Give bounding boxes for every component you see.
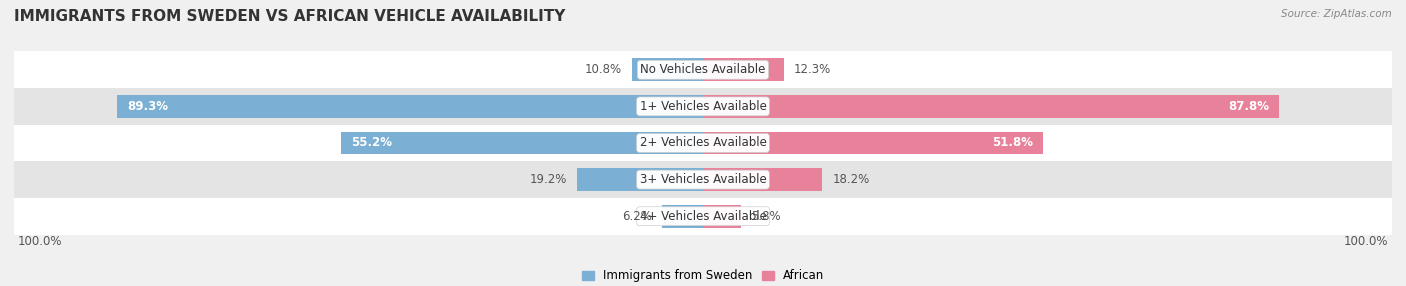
Bar bbox=[662, 205, 703, 228]
Text: 100.0%: 100.0% bbox=[1344, 235, 1389, 247]
Bar bbox=[703, 58, 783, 81]
Text: 12.3%: 12.3% bbox=[793, 63, 831, 76]
Bar bbox=[0, 88, 1406, 125]
Text: 2+ Vehicles Available: 2+ Vehicles Available bbox=[640, 136, 766, 150]
Text: 1+ Vehicles Available: 1+ Vehicles Available bbox=[640, 100, 766, 113]
Text: Source: ZipAtlas.com: Source: ZipAtlas.com bbox=[1281, 9, 1392, 19]
Text: 4+ Vehicles Available: 4+ Vehicles Available bbox=[640, 210, 766, 223]
Text: 10.8%: 10.8% bbox=[585, 63, 623, 76]
Bar bbox=[703, 95, 1279, 118]
Bar bbox=[0, 198, 1406, 235]
Text: 6.2%: 6.2% bbox=[623, 210, 652, 223]
Bar bbox=[703, 132, 1043, 154]
Text: 87.8%: 87.8% bbox=[1229, 100, 1270, 113]
Text: 19.2%: 19.2% bbox=[530, 173, 567, 186]
Bar bbox=[0, 51, 1406, 88]
Text: 55.2%: 55.2% bbox=[350, 136, 392, 150]
Legend: Immigrants from Sweden, African: Immigrants from Sweden, African bbox=[576, 265, 830, 286]
Bar bbox=[340, 132, 703, 154]
Bar bbox=[0, 161, 1406, 198]
Text: No Vehicles Available: No Vehicles Available bbox=[640, 63, 766, 76]
Text: 18.2%: 18.2% bbox=[832, 173, 869, 186]
Text: 89.3%: 89.3% bbox=[127, 100, 167, 113]
Text: 51.8%: 51.8% bbox=[993, 136, 1033, 150]
Text: IMMIGRANTS FROM SWEDEN VS AFRICAN VEHICLE AVAILABILITY: IMMIGRANTS FROM SWEDEN VS AFRICAN VEHICL… bbox=[14, 9, 565, 23]
Bar bbox=[633, 58, 703, 81]
Text: 100.0%: 100.0% bbox=[17, 235, 62, 247]
Text: 3+ Vehicles Available: 3+ Vehicles Available bbox=[640, 173, 766, 186]
Text: 5.8%: 5.8% bbox=[751, 210, 780, 223]
Bar bbox=[703, 205, 741, 228]
Bar bbox=[576, 168, 703, 191]
Bar bbox=[0, 125, 1406, 161]
Bar bbox=[703, 168, 823, 191]
Bar bbox=[117, 95, 703, 118]
